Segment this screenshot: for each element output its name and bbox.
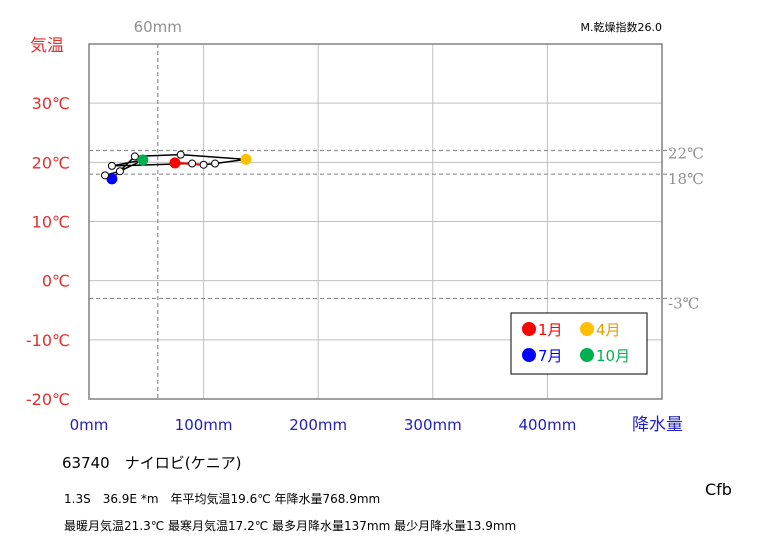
data-point-month-11 — [107, 161, 116, 170]
data-point-month-12 — [188, 159, 197, 168]
station-info-location: 1.3S 36.9E *m 年平均気温19.6℃ 年降水量768.9mm — [64, 492, 381, 506]
x-axis-title: 降水量 — [632, 415, 683, 435]
data-point-month-1 — [169, 157, 181, 169]
legend-label-month-1: 1月 — [538, 321, 563, 339]
data-point-month-7 — [106, 173, 118, 185]
reference-label-temp: -3℃ — [668, 294, 699, 312]
legend-label-month-4: 4月 — [596, 321, 621, 339]
legend-marker-month-4 — [580, 322, 594, 336]
data-point-month-3 — [211, 159, 220, 168]
data-point-month-4 — [240, 153, 252, 165]
station-name: 63740 ナイロビ(ケニア) — [62, 454, 242, 472]
plot-area-frame — [88, 43, 663, 400]
y-tick-label: 20℃ — [32, 153, 70, 172]
data-point-month-9 — [115, 167, 124, 176]
y-tick-label: 10℃ — [32, 213, 70, 232]
data-point-month-2 — [199, 160, 208, 169]
legend-label-month-7: 7月 — [538, 347, 563, 365]
reference-label-precip: 60mm — [134, 18, 182, 36]
y-tick-label: 0℃ — [42, 272, 70, 291]
y-tick-label: 30℃ — [32, 94, 70, 113]
legend-label-month-10: 10月 — [596, 347, 630, 365]
x-tick-label: 0mm — [70, 416, 109, 434]
aridity-index-label: M.乾燥指数26.0 — [581, 20, 662, 34]
x-tick-label: 400mm — [518, 416, 576, 434]
reference-label-temp: 22℃ — [668, 145, 704, 163]
legend-marker-month-1 — [522, 322, 536, 336]
data-point-month-8 — [101, 171, 110, 180]
y-tick-label: -20℃ — [26, 390, 70, 409]
x-tick-label: 200mm — [289, 416, 347, 434]
legend-box — [510, 312, 648, 375]
y-axis-title: 気温 — [30, 36, 64, 56]
data-point-month-10 — [137, 154, 149, 166]
legend-marker-month-10 — [580, 348, 594, 362]
climate-classification: Cfb — [705, 480, 732, 499]
data-point-month-5 — [176, 150, 185, 159]
x-tick-label: 100mm — [175, 416, 233, 434]
data-point-month-6 — [130, 152, 139, 161]
station-info-extremes: 最暖月気温21.3℃ 最寒月気温17.2℃ 最多月降水量137mm 最少月降水量… — [64, 519, 517, 533]
reference-label-temp: 18℃ — [668, 170, 704, 188]
x-tick-label: 300mm — [404, 416, 462, 434]
legend-marker-month-7 — [522, 348, 536, 362]
y-tick-label: -10℃ — [26, 331, 70, 350]
